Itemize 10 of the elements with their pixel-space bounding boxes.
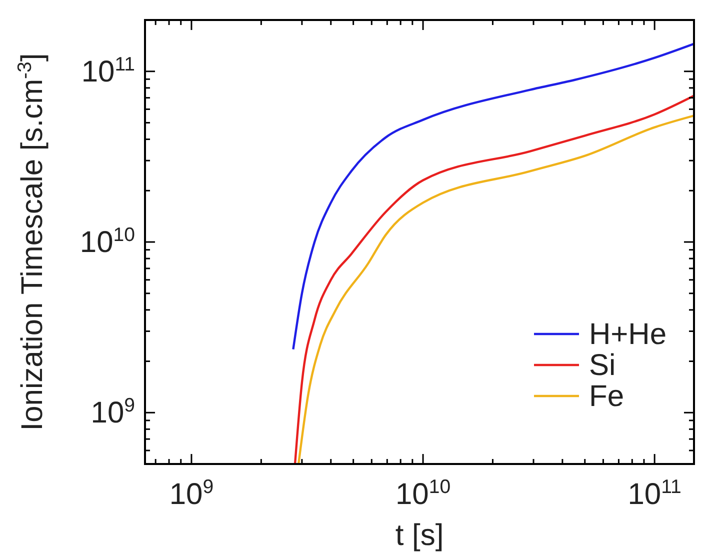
y-tick-label: 10$^{9}$ <box>90 394 135 430</box>
x-tick-label: 10$^{11}$ <box>628 476 682 511</box>
x-tick-label: 10$^{10}$ <box>395 476 451 511</box>
y-tick-label: 10$^{10}$ <box>80 224 136 259</box>
y-tick-label: 10$^{11}$ <box>81 53 135 88</box>
legend-label: H+He <box>589 318 667 351</box>
legend-label: Si <box>589 349 616 382</box>
x-tick-label: 10$^{9}$ <box>169 476 214 511</box>
legend-label: Fe <box>589 380 624 413</box>
x-axis-title: t [s] <box>395 519 444 552</box>
